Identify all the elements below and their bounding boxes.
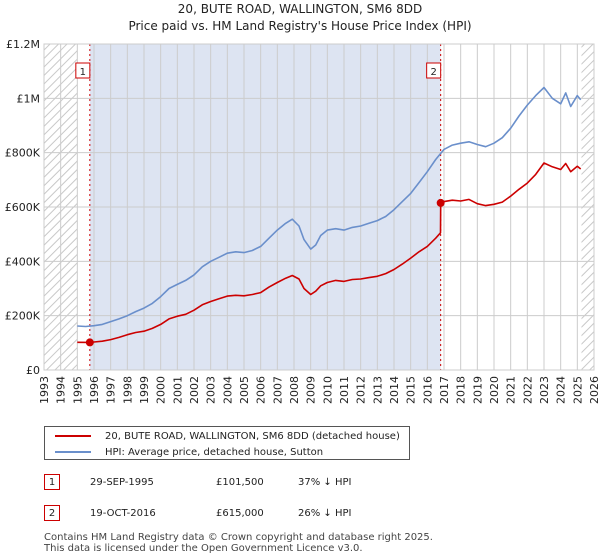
sale-label-box-1 <box>75 62 91 79</box>
y-tick-label: £400K <box>5 255 41 268</box>
x-tick-label: 1998 <box>121 376 134 404</box>
y-tick-label: £800K <box>5 147 41 160</box>
x-tick-label: 2015 <box>405 376 418 404</box>
sale-diff-2: 26% ↓ HPI <box>298 507 352 519</box>
sale-row-1: 1 29-SEP-1995 £101,500 37% ↓ HPI <box>44 472 351 492</box>
chart-subtitle: Price paid vs. HM Land Registry's House … <box>128 19 471 33</box>
x-tick-label: 2007 <box>271 376 284 404</box>
y-tick-label: £600K <box>5 201 41 214</box>
x-tick-label: 2004 <box>221 376 234 404</box>
sale-price-2: £615,000 <box>216 507 264 519</box>
legend-swatch-property <box>55 435 91 437</box>
x-tick-label: 2000 <box>155 376 168 404</box>
x-tick-label: 2020 <box>488 376 501 404</box>
chart-title: 20, BUTE ROAD, WALLINGTON, SM6 8DD <box>178 2 422 16</box>
legend-label-property: 20, BUTE ROAD, WALLINGTON, SM6 8DD (deta… <box>105 430 400 442</box>
x-tick-label: 2013 <box>371 376 384 404</box>
x-tick-label: 2005 <box>238 376 251 404</box>
x-tick-label: 2008 <box>288 376 301 404</box>
x-tick-label: 2011 <box>338 376 351 404</box>
sale-date-2: 19-OCT-2016 <box>90 507 156 519</box>
legend: 20, BUTE ROAD, WALLINGTON, SM6 8DD (deta… <box>44 426 410 460</box>
x-tick-label: 2026 <box>588 376 600 404</box>
sale-label-1: 1 <box>80 67 86 78</box>
footer-license: This data is licensed under the Open Gov… <box>44 543 363 554</box>
x-tick-label: 2010 <box>321 376 334 404</box>
legend-item-property: 20, BUTE ROAD, WALLINGTON, SM6 8DD (deta… <box>45 428 400 444</box>
x-tick-label: 1994 <box>55 376 68 404</box>
x-tick-label: 2019 <box>471 376 484 404</box>
sale-point-1 <box>85 338 94 347</box>
x-tick-label: 2017 <box>438 376 451 404</box>
x-tick-label: 2022 <box>521 376 534 404</box>
footer-copyright: Contains HM Land Registry data © Crown c… <box>44 532 433 543</box>
sale-label-2: 2 <box>430 67 436 78</box>
x-tick-label: 2016 <box>421 376 434 404</box>
footer: Contains HM Land Registry data © Crown c… <box>44 532 433 554</box>
x-tick-label: 2024 <box>555 376 568 404</box>
sale-point-2 <box>436 198 445 207</box>
x-tick-label: 1995 <box>71 376 84 404</box>
y-tick-label: £200K <box>5 310 41 323</box>
x-tick-label: 2021 <box>505 376 518 404</box>
sale-diff-1: 37% ↓ HPI <box>298 476 352 488</box>
x-tick-label: 2009 <box>305 376 318 404</box>
x-tick-label: 1999 <box>138 376 151 404</box>
x-tick-label: 1997 <box>105 376 118 404</box>
legend-label-hpi: HPI: Average price, detached house, Sutt… <box>105 446 324 458</box>
x-tick-label: 2023 <box>538 376 551 404</box>
x-tick-label: 2025 <box>571 376 584 404</box>
sale-marker-1: 1 <box>44 474 60 490</box>
x-tick-label: 1996 <box>88 376 101 404</box>
x-tick-label: 2018 <box>455 376 468 404</box>
property-price-line <box>77 162 582 344</box>
y-tick-label: £0 <box>26 364 40 377</box>
x-tick-label: 2012 <box>355 376 368 404</box>
plot-border <box>43 43 595 371</box>
sale-price-1: £101,500 <box>216 476 264 488</box>
x-tick-label: 2002 <box>188 376 201 404</box>
y-tick-label: £1M <box>17 92 41 105</box>
x-tick-label: 2006 <box>255 376 268 404</box>
y-tick-label: £1.2M <box>6 38 40 51</box>
x-tick-label: 2001 <box>171 376 184 404</box>
sale-marker-2: 2 <box>44 505 60 521</box>
hpi-line <box>77 86 582 328</box>
price-chart: 20, BUTE ROAD, WALLINGTON, SM6 8DD Price… <box>5 2 600 404</box>
sale-label-box-2 <box>426 62 442 79</box>
x-tick-label: 2003 <box>205 376 218 404</box>
x-tick-label: 1993 <box>38 376 51 404</box>
sale-date-1: 29-SEP-1995 <box>90 476 154 488</box>
x-tick-label: 2014 <box>388 376 401 404</box>
legend-swatch-hpi <box>55 451 91 453</box>
legend-item-hpi: HPI: Average price, detached house, Sutt… <box>45 444 323 460</box>
sale-row-2: 2 19-OCT-2016 £615,000 26% ↓ HPI <box>44 503 351 523</box>
